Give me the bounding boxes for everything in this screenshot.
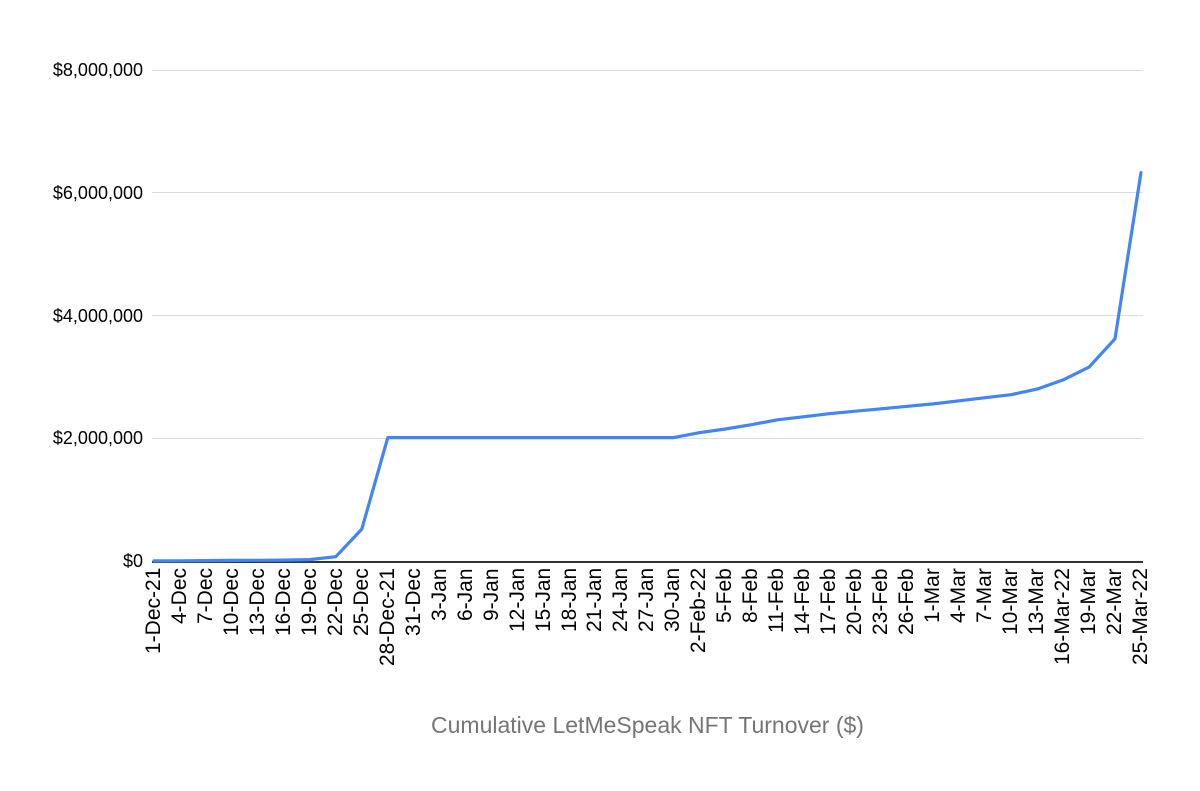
chart-title: Cumulative LetMeSpeak NFT Turnover ($) <box>431 712 864 738</box>
y-gridline <box>152 315 1143 316</box>
y-gridline <box>152 69 1143 71</box>
series-line-cumulative-turnover <box>152 170 1143 563</box>
y-axis-tick-label: $8,000,000 <box>52 60 143 80</box>
y-axis-tick-label: $2,000,000 <box>52 428 143 449</box>
y-axis-tick-label: $6,000,000 <box>52 182 143 203</box>
y-axis-tick-label: $4,000,000 <box>52 305 143 326</box>
x-axis-line <box>152 561 1143 563</box>
y-gridline <box>152 192 1143 194</box>
y-axis-tick-label: $0 <box>122 551 143 571</box>
